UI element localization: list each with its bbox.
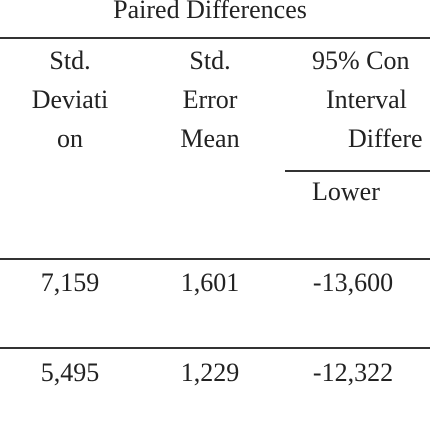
cell: 1,229 <box>180 358 240 387</box>
column-header: Differe <box>348 124 423 153</box>
cell: 5,495 <box>40 358 100 387</box>
rule <box>0 258 430 260</box>
column-header: Std. <box>49 46 91 75</box>
column-header: Std. <box>189 46 231 75</box>
cell: 1,601 <box>180 268 240 297</box>
column-header: 95% Con <box>312 46 410 75</box>
column-header: on <box>57 124 83 153</box>
cell: 7,159 <box>40 268 100 297</box>
cell: -13,600 <box>312 268 394 297</box>
column-header: Mean <box>180 124 240 153</box>
rule <box>0 37 430 39</box>
column-header: Interval <box>326 85 407 114</box>
rule <box>0 347 430 349</box>
column-header: Deviati <box>31 85 109 114</box>
rule <box>285 170 430 172</box>
column-header: Error <box>182 85 238 114</box>
sub-header: Lower <box>312 177 380 206</box>
cell: -12,322 <box>312 358 394 387</box>
table-title: Paired Differences <box>113 0 307 24</box>
